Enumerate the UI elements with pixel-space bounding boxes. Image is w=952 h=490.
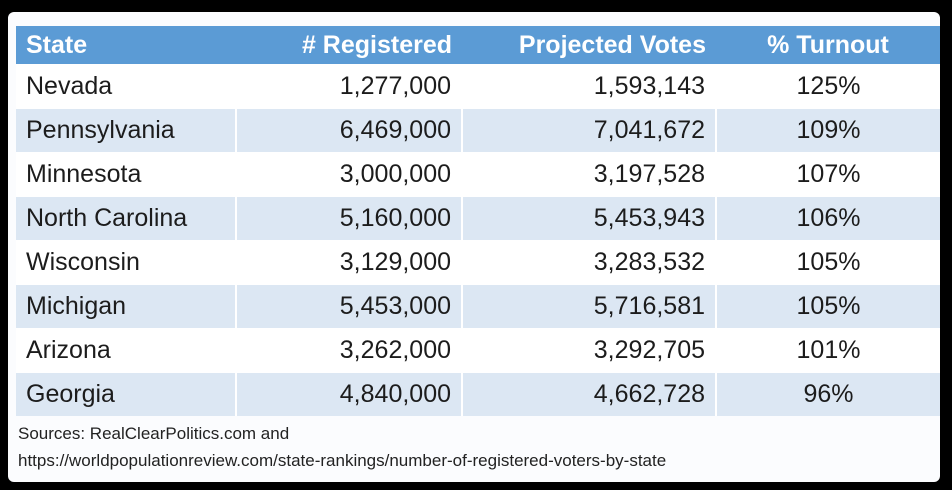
cell-turnout: 109%: [715, 108, 940, 153]
cell-registered: 1,277,000: [235, 64, 462, 109]
cell-state: Minnesota: [16, 152, 236, 197]
table-row: Michigan 5,453,000 5,716,581 105%: [16, 284, 940, 329]
sources-line-2: https://worldpopulationreview.com/state-…: [18, 451, 667, 470]
cell-turnout: 96%: [715, 372, 940, 416]
header-registered: # Registered: [236, 26, 462, 65]
cell-turnout: 107%: [715, 152, 940, 197]
cell-projected-votes: 4,662,728: [461, 372, 716, 416]
cell-state: Georgia: [16, 372, 236, 416]
cell-turnout: 125%: [715, 64, 940, 109]
cell-turnout: 105%: [715, 284, 940, 329]
cell-state: Arizona: [16, 328, 236, 373]
cell-registered: 5,160,000: [235, 196, 462, 241]
cell-registered: 3,000,000: [235, 152, 462, 197]
table-row: Arizona 3,262,000 3,292,705 101%: [16, 328, 940, 373]
table-row: Wisconsin 3,129,000 3,283,532 105%: [16, 240, 940, 285]
cell-turnout: 106%: [715, 196, 940, 241]
cell-state: Nevada: [16, 64, 236, 109]
cell-projected-votes: 1,593,143: [461, 64, 716, 109]
table-row: Nevada 1,277,000 1,593,143 125%: [16, 64, 940, 109]
cell-projected-votes: 5,716,581: [461, 284, 716, 329]
cell-state: North Carolina: [16, 196, 236, 241]
cell-turnout: 105%: [715, 240, 940, 285]
cell-registered: 4,840,000: [235, 372, 462, 416]
sources-line-1: Sources: RealClearPolitics.com and: [18, 424, 290, 443]
cell-registered: 5,453,000: [235, 284, 462, 329]
cell-state: Wisconsin: [16, 240, 236, 285]
table-row: Minnesota 3,000,000 3,197,528 107%: [16, 152, 940, 197]
cell-registered: 3,129,000: [235, 240, 462, 285]
cell-projected-votes: 7,041,672: [461, 108, 716, 153]
cell-registered: 3,262,000: [235, 328, 462, 373]
header-projected-votes: Projected Votes: [462, 26, 716, 65]
cell-state: Pennsylvania: [16, 108, 236, 153]
cell-turnout: 101%: [715, 328, 940, 373]
table-row: Georgia 4,840,000 4,662,728 96%: [16, 372, 940, 416]
cell-projected-votes: 5,453,943: [461, 196, 716, 241]
sources-note: Sources: RealClearPolitics.com and https…: [18, 420, 928, 474]
cell-projected-votes: 3,283,532: [461, 240, 716, 285]
header-turnout: % Turnout: [716, 26, 940, 65]
table-card: State # Registered Projected Votes % Tur…: [8, 12, 940, 482]
cell-state: Michigan: [16, 284, 236, 329]
table-row: Pennsylvania 6,469,000 7,041,672 109%: [16, 108, 940, 153]
cell-projected-votes: 3,292,705: [461, 328, 716, 373]
table-row: North Carolina 5,160,000 5,453,943 106%: [16, 196, 940, 241]
header-state: State: [16, 26, 236, 65]
turnout-table: State # Registered Projected Votes % Tur…: [16, 26, 940, 416]
cell-registered: 6,469,000: [235, 108, 462, 153]
table-header-row: State # Registered Projected Votes % Tur…: [16, 26, 940, 65]
cell-projected-votes: 3,197,528: [461, 152, 716, 197]
